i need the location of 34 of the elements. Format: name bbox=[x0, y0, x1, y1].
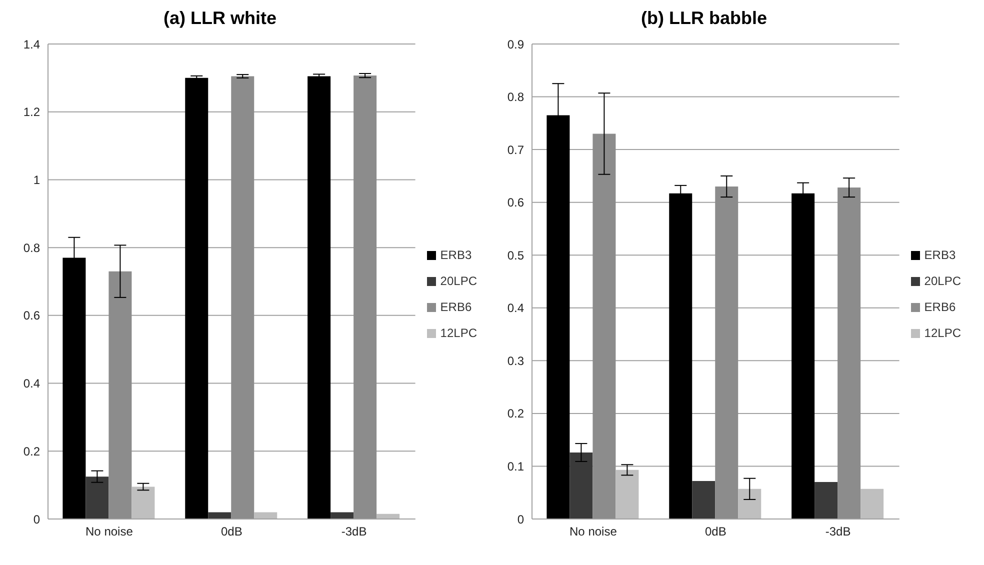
x-tick-label: -3dB bbox=[341, 524, 367, 539]
y-tick-label: 1.4 bbox=[23, 37, 40, 52]
y-tick-label: 0 bbox=[517, 512, 524, 526]
y-tick-label: 0.2 bbox=[23, 444, 40, 458]
legend-label: 12LPC bbox=[924, 326, 961, 340]
legend-label: ERB3 bbox=[440, 248, 472, 262]
y-tick-label: 0.9 bbox=[507, 37, 524, 52]
chart-title: (a) LLR white bbox=[162, 8, 278, 30]
y-tick-label: 0.8 bbox=[23, 240, 40, 255]
y-tick-label: 0.6 bbox=[23, 308, 40, 323]
legend-label: ERB3 bbox=[924, 248, 956, 262]
legend-label: ERB6 bbox=[440, 300, 472, 314]
x-tick-label: -3dB bbox=[825, 524, 851, 539]
y-tick-label: 0.1 bbox=[507, 459, 524, 474]
y-tick-label: 0.2 bbox=[507, 406, 524, 421]
y-tick-label: 0.5 bbox=[507, 248, 524, 262]
legend-label: 20LPC bbox=[440, 274, 477, 288]
y-tick-label: 0.7 bbox=[507, 142, 524, 157]
x-tick-label: 0dB bbox=[220, 524, 242, 539]
x-tick-label: 0dB bbox=[704, 524, 726, 539]
y-tick-label: 0.3 bbox=[507, 354, 524, 368]
y-tick-label: 0.4 bbox=[507, 301, 524, 316]
y-tick-label: 0.8 bbox=[507, 90, 524, 104]
y-tick-label: 1.2 bbox=[23, 105, 40, 120]
y-tick-label: 0 bbox=[33, 512, 40, 526]
legend-label: 12LPC bbox=[440, 326, 477, 340]
legend-label: ERB6 bbox=[924, 300, 956, 314]
chart-title: (b) LLR babble bbox=[640, 8, 768, 30]
x-tick-label: No noise bbox=[570, 524, 618, 539]
y-tick-label: 0.6 bbox=[507, 196, 524, 210]
y-tick-label: 1 bbox=[33, 172, 40, 187]
y-tick-label: 0.4 bbox=[23, 376, 40, 391]
x-tick-label: No noise bbox=[86, 524, 134, 539]
legend-label: 20LPC bbox=[924, 274, 961, 288]
